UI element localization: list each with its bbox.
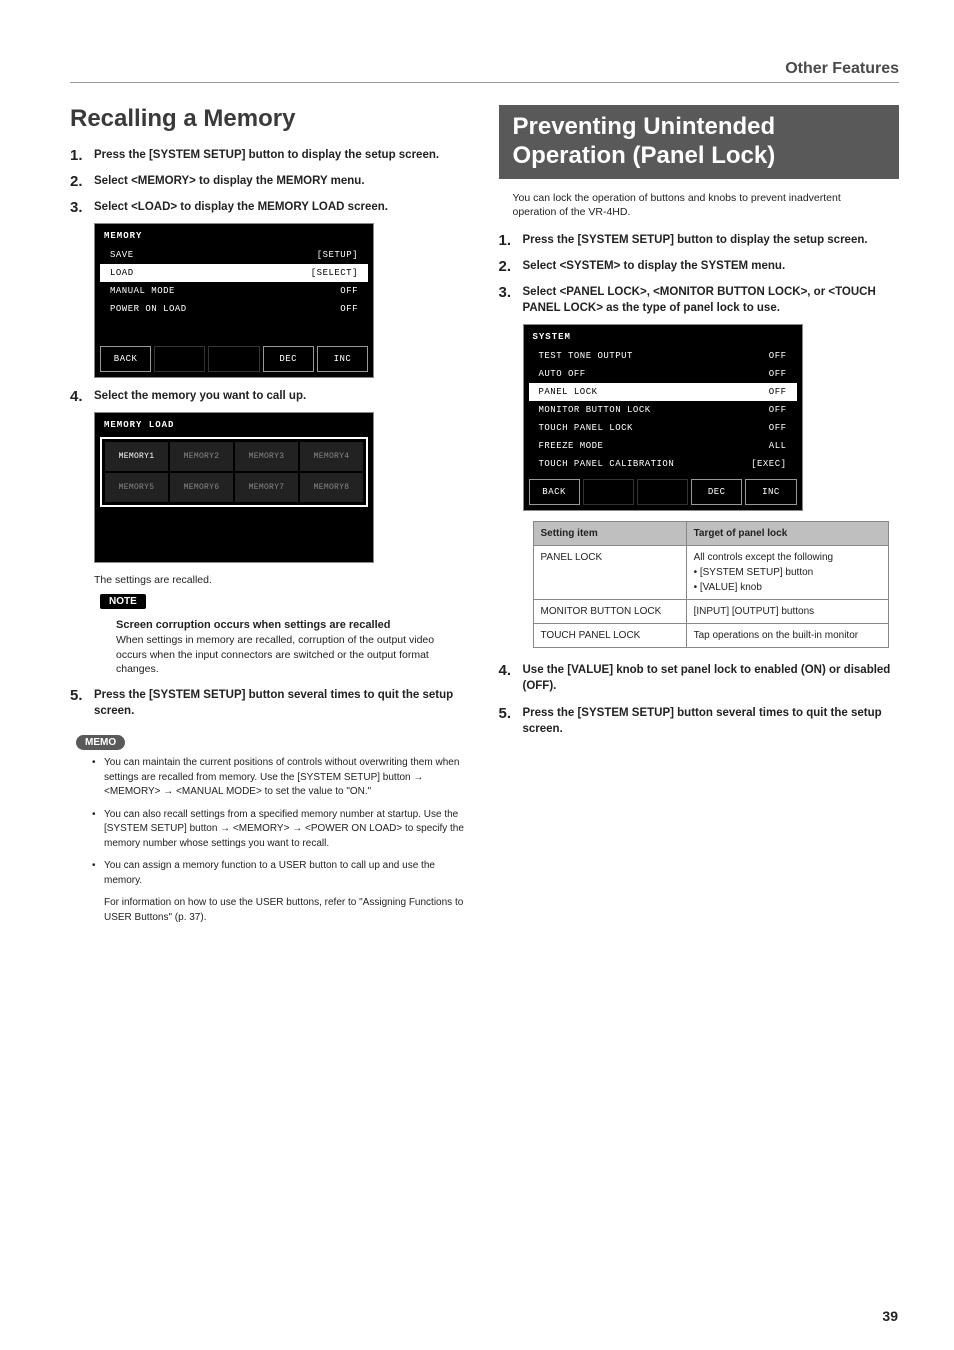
step: Select <SYSTEM> to display the SYSTEM me…: [499, 258, 900, 274]
step-text: Press the [SYSTEM SETUP] button several …: [94, 687, 471, 719]
page-number: 39: [882, 1308, 898, 1324]
left-steps: Press the [SYSTEM SETUP] button to displ…: [70, 147, 471, 719]
step-text: Press the [SYSTEM SETUP] button several …: [523, 705, 900, 737]
lcd-row: TOUCH PANEL LOCKOFF: [529, 419, 797, 437]
lcd-row: TOUCH PANEL CALIBRATION[EXEC]: [529, 455, 797, 473]
step: Press the [SYSTEM SETUP] button to displ…: [70, 147, 471, 163]
lcd-buttons: BACK DECINC: [529, 479, 797, 505]
step: Press the [SYSTEM SETUP] button several …: [70, 687, 471, 719]
memo-list: You can maintain the current positions o…: [70, 756, 471, 925]
step-text: Use the [VALUE] knob to set panel lock t…: [523, 662, 900, 694]
memory-cell: MEMORY4: [300, 442, 363, 471]
lcd-row: FREEZE MODEALL: [529, 437, 797, 455]
lcd-button: [583, 479, 634, 505]
lcd-button: BACK: [100, 346, 151, 372]
step-text: Select <PANEL LOCK>, <MONITOR BUTTON LOC…: [523, 284, 900, 316]
memo-item: You can maintain the current positions o…: [92, 756, 469, 800]
header-section: Other Features: [70, 60, 899, 83]
step-text: Select the memory you want to call up.: [94, 388, 471, 404]
table-cell: TOUCH PANEL LOCK: [533, 624, 686, 648]
table-cell: All controls except the following[SYSTEM…: [686, 546, 888, 600]
right-steps: Press the [SYSTEM SETUP] button to displ…: [499, 232, 900, 737]
lcd-row: MONITOR BUTTON LOCKOFF: [529, 401, 797, 419]
lcd-row: AUTO OFFOFF: [529, 365, 797, 383]
lcd-buttons: BACK DECINC: [100, 346, 368, 372]
table-cell: MONITOR BUTTON LOCK: [533, 600, 686, 624]
right-intro: You can lock the operation of buttons an…: [499, 191, 900, 232]
lcd-row: SAVE[SETUP]: [100, 246, 368, 264]
memo-item: You can assign a memory function to a US…: [92, 859, 469, 888]
lcd-button: [208, 346, 259, 372]
table-row: PANEL LOCKAll controls except the follow…: [533, 546, 889, 600]
left-title: Recalling a Memory: [70, 105, 471, 133]
step: Select <PANEL LOCK>, <MONITOR BUTTON LOC…: [499, 284, 900, 648]
step: Press the [SYSTEM SETUP] button to displ…: [499, 232, 900, 248]
table-header: Setting item: [533, 522, 686, 546]
lcd-row: PANEL LOCKOFF: [529, 383, 797, 401]
table-row: TOUCH PANEL LOCKTap operations on the bu…: [533, 624, 889, 648]
table-cell: Tap operations on the built-in monitor: [686, 624, 888, 648]
step-text: Select <MEMORY> to display the MEMORY me…: [94, 173, 471, 189]
step: Use the [VALUE] knob to set panel lock t…: [499, 662, 900, 694]
content-columns: Recalling a Memory Press the [SYSTEM SET…: [70, 105, 899, 933]
memory-cell: MEMORY2: [170, 442, 233, 471]
lcd-button: BACK: [529, 479, 580, 505]
memory-cell: MEMORY8: [300, 473, 363, 502]
step-subtext: The settings are recalled.: [94, 573, 471, 588]
lcd-button: INC: [317, 346, 368, 372]
lcd-row: LOAD[SELECT]: [100, 264, 368, 282]
lcd-memory-load: MEMORY LOAD MEMORY1MEMORY2MEMORY3MEMORY4…: [94, 412, 374, 563]
table-cell: [INPUT] [OUTPUT] buttons: [686, 600, 888, 624]
lcd-row: POWER ON LOADOFF: [100, 300, 368, 318]
lcd-title: MEMORY: [100, 229, 368, 246]
step-text: Select <SYSTEM> to display the SYSTEM me…: [523, 258, 900, 274]
memory-grid: MEMORY1MEMORY2MEMORY3MEMORY4MEMORY5MEMOR…: [105, 442, 363, 502]
lcd-title: SYSTEM: [529, 330, 797, 347]
right-title: Preventing Unintended Operation (Panel L…: [499, 105, 900, 179]
note-body: When settings in memory are recalled, co…: [116, 633, 467, 677]
memory-cell: MEMORY6: [170, 473, 233, 502]
panel-lock-table: Setting item Target of panel lock PANEL …: [533, 521, 890, 648]
lcd-button: DEC: [263, 346, 314, 372]
lcd-row: TEST TONE OUTPUTOFF: [529, 347, 797, 365]
lcd-button: DEC: [691, 479, 742, 505]
table-header: Target of panel lock: [686, 522, 888, 546]
step-text: Press the [SYSTEM SETUP] button to displ…: [94, 147, 471, 163]
lcd-button: [637, 479, 688, 505]
lcd-button: [154, 346, 205, 372]
left-column: Recalling a Memory Press the [SYSTEM SET…: [70, 105, 471, 933]
step-text: Press the [SYSTEM SETUP] button to displ…: [523, 232, 900, 248]
memory-cell: MEMORY7: [235, 473, 298, 502]
lcd-system-menu: SYSTEM TEST TONE OUTPUTOFFAUTO OFFOFFPAN…: [523, 324, 803, 511]
memo-item: You can also recall settings from a spec…: [92, 808, 469, 852]
note-badge: NOTE: [100, 594, 146, 609]
memo-item: For information on how to use the USER b…: [92, 896, 469, 925]
memo-badge: MEMO: [76, 735, 125, 750]
step: Select <LOAD> to display the MEMORY LOAD…: [70, 199, 471, 378]
note-title: Screen corruption occurs when settings a…: [116, 619, 471, 631]
step: Select <MEMORY> to display the MEMORY me…: [70, 173, 471, 189]
step: Press the [SYSTEM SETUP] button several …: [499, 705, 900, 737]
table-row: MONITOR BUTTON LOCK[INPUT] [OUTPUT] butt…: [533, 600, 889, 624]
table-cell: PANEL LOCK: [533, 546, 686, 600]
memory-cell: MEMORY5: [105, 473, 168, 502]
memory-cell: MEMORY3: [235, 442, 298, 471]
memory-cell: MEMORY1: [105, 442, 168, 471]
lcd-button: INC: [745, 479, 796, 505]
lcd-title: MEMORY LOAD: [100, 418, 368, 435]
lcd-row: MANUAL MODEOFF: [100, 282, 368, 300]
step: Select the memory you want to call up. M…: [70, 388, 471, 677]
step-text: Select <LOAD> to display the MEMORY LOAD…: [94, 199, 471, 215]
header-title: Other Features: [785, 60, 899, 77]
lcd-memory-menu: MEMORY SAVE[SETUP]LOAD[SELECT]MANUAL MOD…: [94, 223, 374, 378]
right-column: Preventing Unintended Operation (Panel L…: [499, 105, 900, 933]
